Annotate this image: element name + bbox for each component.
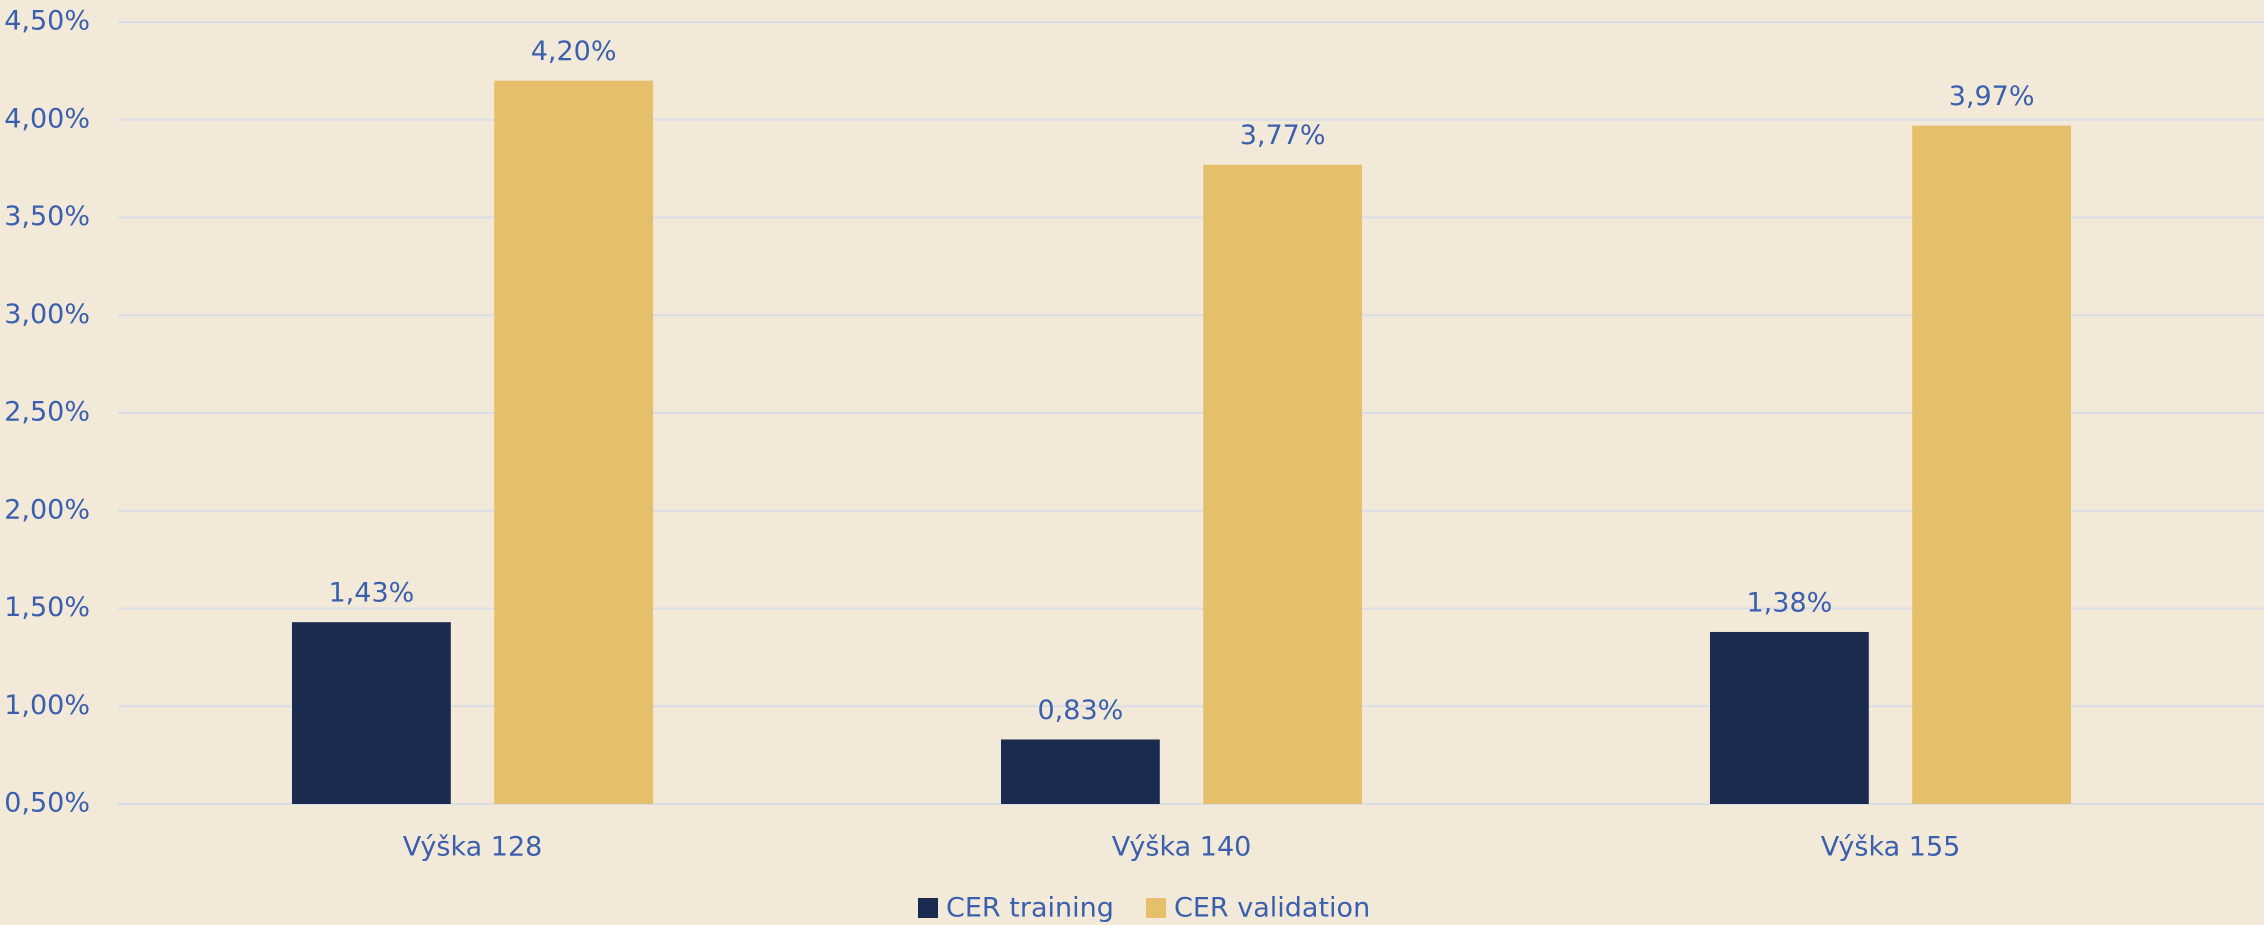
y-tick-label: 4,50%: [4, 6, 90, 37]
y-tick-label: 3,50%: [4, 201, 90, 232]
y-tick-label: 3,00%: [4, 299, 90, 330]
legend-label: CER training: [946, 893, 1114, 924]
bar: [1709, 631, 1869, 804]
y-tick-label: 2,50%: [4, 397, 90, 428]
y-tick-label: 1,50%: [4, 592, 90, 623]
legend-swatch: [1146, 898, 1166, 918]
data-label: 3,77%: [1240, 120, 1326, 151]
bar: [291, 622, 451, 804]
legend-label: CER validation: [1174, 893, 1370, 924]
bar: [494, 80, 654, 804]
x-tick-label: Výška 128: [403, 832, 543, 863]
y-tick-label: 1,00%: [4, 690, 90, 721]
data-label: 3,97%: [1949, 81, 2035, 112]
legend-swatch: [918, 898, 938, 918]
bar: [1912, 125, 2072, 805]
y-tick-label: 4,00%: [4, 103, 90, 134]
data-label: 4,20%: [531, 36, 617, 67]
x-tick-label: Výška 140: [1112, 832, 1252, 863]
data-label: 1,43%: [329, 578, 415, 609]
y-tick-label: 0,50%: [4, 788, 90, 819]
y-tick-label: 2,00%: [4, 494, 90, 525]
bar: [1000, 739, 1160, 804]
bar: [1203, 164, 1363, 805]
x-tick-label: Výška 155: [1821, 832, 1961, 863]
data-label: 0,83%: [1038, 695, 1124, 726]
data-label: 1,38%: [1747, 587, 1833, 618]
